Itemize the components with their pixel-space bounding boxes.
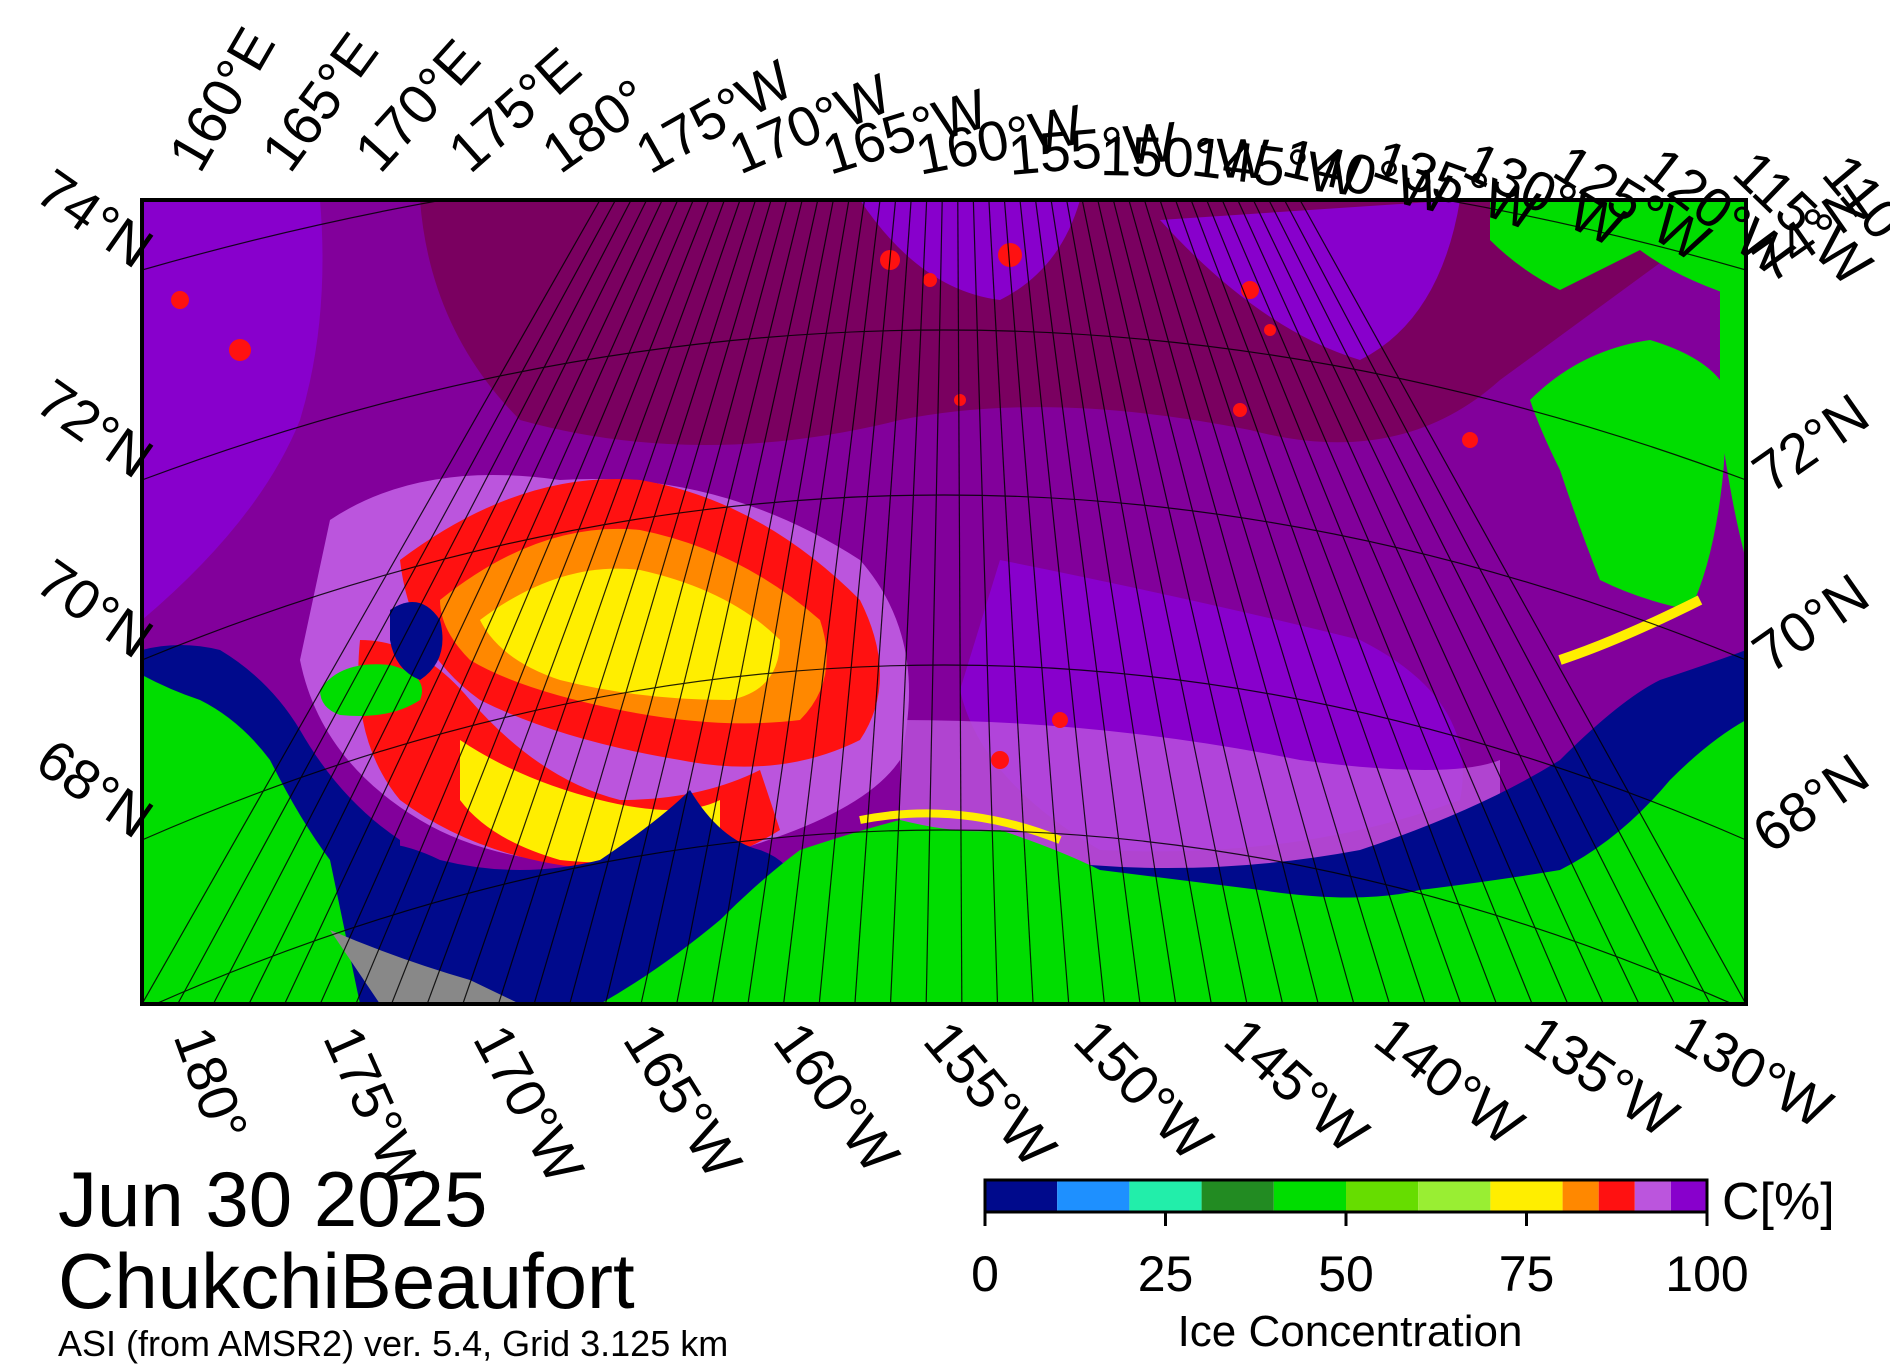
colorbar-segment bbox=[1598, 1180, 1635, 1212]
map-frame bbox=[140, 198, 1748, 1006]
svg-text:155°W: 155°W bbox=[1006, 109, 1180, 186]
colorbar-segment bbox=[985, 1180, 1058, 1212]
colorbar-title: Ice Concentration bbox=[1177, 1307, 1523, 1356]
top-longitude-label: 150°W bbox=[1100, 124, 1270, 190]
colorbar-tick-label: 25 bbox=[1137, 1246, 1194, 1302]
svg-text:150°W: 150°W bbox=[1062, 1007, 1225, 1172]
svg-text:135°W: 135°W bbox=[1514, 1003, 1689, 1150]
ice-edge-alaska bbox=[859, 809, 1062, 844]
colorbar-tick-label: 100 bbox=[1665, 1246, 1749, 1302]
top-longitude-label: 155°W bbox=[1006, 109, 1180, 186]
colorbar bbox=[983, 1178, 1709, 1226]
right-latitude-label: 72°N bbox=[1741, 381, 1880, 504]
svg-text:150°W: 150°W bbox=[1100, 124, 1270, 190]
land-islands-north bbox=[1490, 200, 1746, 300]
region-name: ChukchiBeaufort bbox=[58, 1237, 635, 1325]
svg-text:160°W: 160°W bbox=[762, 1011, 912, 1185]
colorbar-tick-label: 75 bbox=[1498, 1246, 1555, 1302]
colorbar-segment bbox=[1201, 1180, 1274, 1212]
colorbar-tick-label: 50 bbox=[1318, 1246, 1374, 1302]
right-latitude-label: 68°N bbox=[1741, 741, 1880, 864]
colorbar-segment bbox=[1670, 1180, 1707, 1212]
water-chukchi bbox=[320, 790, 800, 1004]
colorbar-segment bbox=[1057, 1180, 1130, 1212]
svg-text:140°W: 140°W bbox=[1364, 1004, 1536, 1158]
bottom-longitude-label: 165°W bbox=[612, 1013, 755, 1190]
bottom-longitude-label: 180° bbox=[162, 1019, 261, 1149]
bottom-longitude-label: 150°W bbox=[1062, 1007, 1225, 1172]
bottom-longitude-label: 135°W bbox=[1514, 1003, 1689, 1150]
product-description: ASI (from AMSR2) ver. 5.4, Grid 3.125 km bbox=[58, 1323, 729, 1364]
ice-speckles bbox=[171, 243, 1478, 769]
colorbar-segment bbox=[1562, 1180, 1599, 1212]
land-banks-island bbox=[1530, 340, 1725, 610]
ice-zone-north bbox=[860, 200, 1080, 300]
colorbar-unit: C[%] bbox=[1722, 1173, 1835, 1231]
svg-text:130°W: 130°W bbox=[1665, 1001, 1843, 1140]
bottom-longitude-label: 130°W bbox=[1665, 1001, 1843, 1140]
land-alaska-yukon bbox=[600, 720, 1746, 1004]
colorbar-segment bbox=[1346, 1180, 1419, 1212]
land-victoria-island bbox=[1720, 200, 1746, 560]
colorbar-segment bbox=[1273, 1180, 1346, 1212]
bottom-longitude-label: 145°W bbox=[1213, 1005, 1381, 1165]
ice-zone-yellow bbox=[480, 568, 780, 700]
svg-text:145°W: 145°W bbox=[1213, 1005, 1381, 1165]
svg-text:155°W: 155°W bbox=[912, 1009, 1069, 1179]
bottom-longitude-label: 140°W bbox=[1364, 1004, 1536, 1158]
right-latitude-label: 70°N bbox=[1741, 561, 1880, 684]
land-wrangel-island bbox=[320, 664, 422, 716]
ice-edge-beaufort bbox=[1558, 595, 1703, 665]
colorbar-segment bbox=[1129, 1180, 1202, 1212]
bottom-longitude-label: 155°W bbox=[912, 1009, 1069, 1179]
svg-text:72°N: 72°N bbox=[1741, 381, 1880, 504]
graticule bbox=[142, 200, 1746, 1004]
svg-text:180°: 180° bbox=[162, 1019, 261, 1149]
colorbar-segment bbox=[1634, 1180, 1671, 1212]
map-content bbox=[142, 200, 1746, 1004]
map-date: Jun 30 2025 bbox=[58, 1155, 488, 1243]
svg-text:68°N: 68°N bbox=[1741, 741, 1880, 864]
water-long-strait-polynya bbox=[390, 602, 443, 680]
land-chukotka bbox=[142, 675, 360, 1004]
water-beaufort-coast bbox=[1040, 650, 1746, 910]
colorbar-tick-label: 0 bbox=[971, 1246, 999, 1302]
bottom-longitude-label: 160°W bbox=[762, 1011, 912, 1185]
ice-zone-northeast bbox=[1160, 200, 1460, 360]
no-data-area bbox=[330, 930, 520, 1004]
colorbar-segment bbox=[1490, 1180, 1563, 1212]
colorbar-segment bbox=[1418, 1180, 1491, 1212]
svg-text:70°N: 70°N bbox=[1741, 561, 1880, 684]
svg-text:165°W: 165°W bbox=[612, 1013, 755, 1190]
